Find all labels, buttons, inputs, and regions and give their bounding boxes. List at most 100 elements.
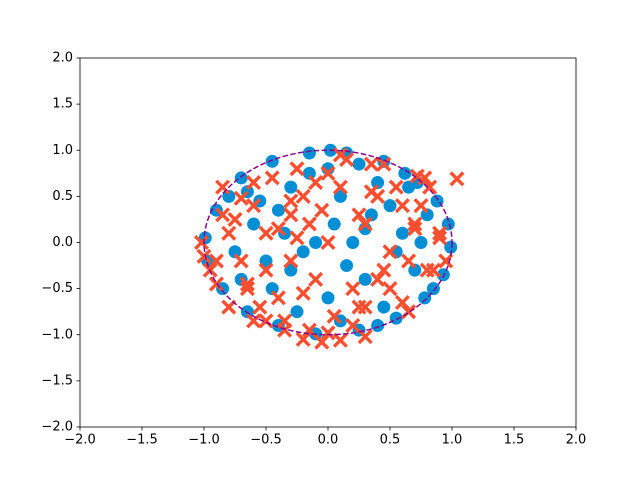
point — [402, 180, 416, 194]
point — [289, 161, 305, 177]
point — [246, 175, 262, 191]
point — [370, 271, 386, 287]
point — [449, 171, 465, 187]
point — [425, 262, 441, 278]
point — [407, 221, 423, 237]
point — [444, 240, 458, 254]
point — [320, 325, 336, 341]
y-tick-label: 1.0 — [52, 143, 73, 158]
x-tick-label: 2.0 — [566, 433, 587, 448]
point — [234, 171, 248, 185]
point — [418, 291, 432, 305]
point — [414, 236, 428, 249]
point — [413, 198, 429, 214]
point — [270, 290, 286, 306]
point — [309, 236, 323, 249]
point — [382, 244, 398, 260]
plot-area — [194, 143, 465, 350]
point — [239, 281, 255, 297]
point — [208, 253, 224, 269]
point — [345, 281, 361, 297]
point — [283, 193, 299, 209]
point — [240, 305, 254, 319]
point — [401, 253, 417, 269]
point — [376, 262, 392, 278]
point — [314, 202, 330, 218]
point — [270, 221, 286, 237]
point — [308, 271, 324, 287]
point — [284, 180, 298, 194]
point — [215, 179, 231, 195]
y-tick-label: −2.0 — [41, 420, 73, 435]
point — [422, 179, 438, 195]
point — [233, 253, 249, 269]
point — [221, 225, 237, 241]
point — [407, 216, 423, 232]
point — [333, 189, 347, 203]
y-tick-label: −0.5 — [41, 281, 73, 296]
point — [283, 253, 299, 269]
point — [382, 281, 398, 297]
point — [351, 207, 367, 223]
point — [301, 216, 317, 232]
point — [265, 282, 279, 296]
y-tick-label: 0.0 — [52, 235, 73, 250]
x-tick-label: −1.5 — [126, 433, 158, 448]
point — [265, 154, 279, 168]
point — [277, 322, 293, 338]
point — [295, 331, 311, 347]
point — [222, 189, 236, 203]
point — [398, 166, 412, 180]
point — [221, 299, 237, 315]
point — [246, 313, 262, 329]
point — [409, 168, 425, 184]
point — [363, 156, 379, 172]
point — [376, 156, 392, 172]
point — [332, 147, 348, 163]
point — [332, 179, 348, 195]
point — [383, 199, 397, 213]
x-tick-label: 0.0 — [318, 433, 339, 448]
point — [264, 170, 280, 186]
point — [332, 332, 348, 348]
point — [228, 245, 242, 259]
reference-circle — [203, 149, 453, 336]
point — [258, 262, 274, 278]
point — [239, 276, 255, 292]
x-tick-label: −2.0 — [64, 433, 96, 448]
x-tick-label: −0.5 — [250, 433, 282, 448]
point — [289, 230, 305, 246]
point — [432, 230, 448, 246]
x-tick-label: 0.5 — [380, 433, 401, 448]
point — [284, 263, 298, 277]
x-tick-label: 1.5 — [504, 433, 525, 448]
point — [321, 291, 335, 305]
point — [345, 318, 361, 334]
point — [346, 236, 360, 249]
point — [302, 146, 316, 160]
point — [438, 253, 454, 269]
point — [227, 211, 243, 227]
point — [388, 179, 404, 195]
point — [371, 176, 385, 190]
point — [308, 175, 324, 191]
point — [358, 272, 372, 286]
point — [364, 208, 378, 222]
point — [357, 216, 373, 232]
point — [320, 235, 336, 250]
point — [295, 285, 311, 301]
point — [271, 203, 285, 217]
point — [395, 226, 409, 240]
x-tick-label: 1.0 — [442, 433, 463, 448]
point — [363, 184, 379, 200]
point — [432, 225, 448, 241]
point — [377, 300, 391, 314]
point — [408, 263, 422, 277]
y-tick-label: −1.0 — [41, 327, 73, 342]
point — [389, 311, 403, 325]
y-tick-label: −1.5 — [41, 373, 73, 388]
point — [357, 329, 373, 345]
point — [259, 254, 273, 268]
point — [194, 235, 210, 250]
